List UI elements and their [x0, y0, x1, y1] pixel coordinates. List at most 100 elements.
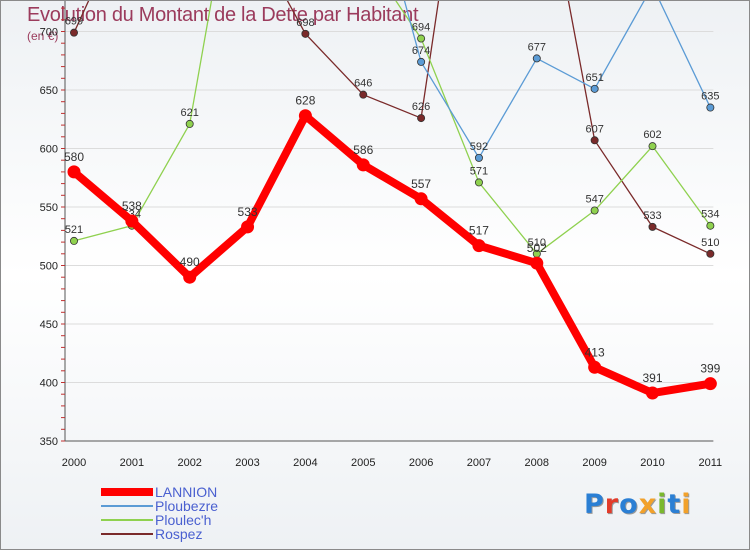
data-label: 699 — [65, 16, 83, 28]
data-label: 517 — [469, 224, 489, 238]
legend-swatch — [101, 488, 153, 496]
data-label: 571 — [470, 165, 488, 177]
data-point — [356, 158, 370, 172]
data-label: 533 — [643, 210, 661, 222]
x-tick-label: 2011 — [699, 457, 723, 469]
data-label: 557 — [411, 177, 431, 191]
y-tick-label: 650 — [40, 85, 58, 97]
data-label: 521 — [65, 224, 83, 236]
data-point — [183, 270, 197, 284]
x-tick-label: 2003 — [235, 457, 259, 469]
data-point — [590, 206, 599, 215]
data-label: 533 — [238, 205, 258, 219]
data-point — [706, 249, 715, 258]
data-point — [590, 136, 599, 145]
chart-subtitle: (en €) — [27, 29, 59, 43]
data-point — [70, 28, 79, 37]
logo-letter: P — [584, 489, 605, 520]
data-point — [359, 90, 368, 99]
x-tick-label: 2009 — [582, 457, 606, 469]
data-label: 580 — [64, 150, 84, 164]
data-label: 391 — [642, 371, 662, 385]
line-chart: 3504004505005506006507007508008509009501… — [40, 1, 723, 469]
data-label: 626 — [412, 101, 430, 113]
data-label: 510 — [701, 237, 719, 249]
x-tick-label: 2010 — [640, 457, 664, 469]
data-point — [532, 54, 541, 63]
series-line — [73, 1, 711, 255]
data-label: 490 — [180, 255, 200, 269]
legend-label: Rospez — [155, 526, 203, 542]
legend-swatch — [101, 505, 153, 507]
legend-swatch — [101, 519, 153, 521]
data-point — [67, 165, 81, 179]
data-label: 534 — [701, 209, 719, 221]
data-point — [590, 84, 599, 93]
data-label: 646 — [354, 78, 372, 90]
series-line — [403, 1, 711, 159]
data-label: 399 — [700, 362, 720, 376]
data-label: 635 — [701, 91, 719, 103]
data-label: 413 — [585, 345, 605, 359]
data-point — [185, 119, 194, 128]
data-point — [648, 222, 657, 231]
y-tick-label: 350 — [40, 436, 58, 448]
x-tick-label: 2002 — [177, 457, 201, 469]
y-tick-label: 700 — [40, 27, 58, 39]
data-label: 677 — [528, 41, 546, 53]
logo-letter: i — [681, 489, 692, 520]
data-label: 547 — [585, 194, 603, 206]
legend-label: Ploulec'h — [155, 512, 212, 528]
logo-letter: r — [604, 489, 620, 520]
data-label: 602 — [643, 129, 661, 141]
data-label: 592 — [470, 141, 488, 153]
x-tick-label: 2008 — [525, 457, 549, 469]
x-tick-label: 2004 — [293, 457, 317, 469]
data-point — [70, 236, 79, 245]
x-tick-label: 2007 — [467, 457, 491, 469]
series-line — [70, 111, 715, 398]
proxiti-logo: Proxiti — [584, 489, 692, 520]
data-point — [706, 103, 715, 112]
y-tick-label: 450 — [40, 319, 58, 331]
data-point — [472, 239, 486, 253]
y-tick-label: 500 — [40, 261, 58, 273]
data-point — [417, 57, 426, 66]
y-tick-label: 400 — [40, 378, 58, 390]
logo-letter: x — [638, 489, 658, 520]
data-point — [298, 109, 312, 123]
data-point — [588, 360, 602, 374]
data-label: 651 — [585, 72, 603, 84]
data-point — [414, 192, 428, 206]
data-point — [646, 386, 659, 400]
logo-letter: t — [667, 489, 682, 520]
data-label: 698 — [296, 17, 314, 29]
data-label: 538 — [122, 199, 142, 213]
data-label: 694 — [412, 22, 430, 34]
x-tick-label: 2005 — [351, 457, 375, 469]
data-point — [301, 29, 310, 38]
data-point — [474, 153, 483, 162]
data-label: 628 — [295, 94, 315, 108]
chart-title: Evolution du Montant de la Dette par Hab… — [27, 4, 419, 26]
data-point — [417, 114, 426, 123]
data-point — [530, 256, 544, 270]
data-label: 621 — [181, 107, 199, 119]
data-label: 510 — [528, 237, 546, 249]
legend-swatch — [101, 533, 153, 535]
data-label: 586 — [353, 143, 373, 157]
data-point — [706, 221, 715, 230]
data-point — [125, 214, 139, 228]
logo-letter: i — [657, 489, 668, 520]
x-tick-label: 2006 — [409, 457, 433, 469]
legend-label: LANNION — [155, 484, 218, 500]
legend-label: Ploubezre — [155, 498, 219, 514]
data-point — [417, 34, 426, 43]
data-label: 674 — [412, 45, 430, 57]
data-point — [474, 178, 483, 187]
y-tick-label: 600 — [40, 144, 58, 156]
x-tick-label: 2000 — [62, 457, 86, 469]
logo-letter: o — [619, 489, 639, 520]
data-point — [241, 220, 255, 234]
